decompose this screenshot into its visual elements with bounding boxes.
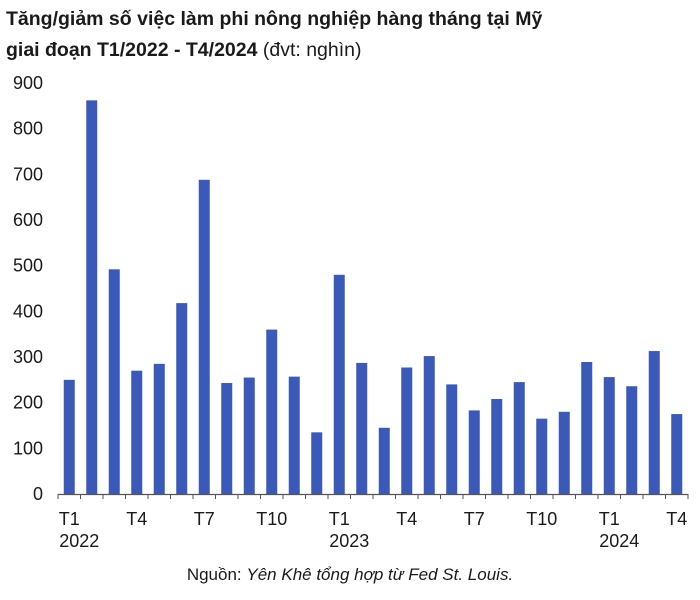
bar (378, 427, 390, 494)
bar (311, 432, 323, 494)
bar (243, 377, 255, 494)
bar (333, 274, 345, 494)
y-tick-label: 200 (13, 393, 43, 413)
source-text: Yên Khê tổng hợp từ Fed St. Louis. (246, 565, 514, 584)
x-tick-label: T1 (599, 509, 620, 529)
bar (63, 379, 75, 494)
bar (603, 377, 615, 494)
bar (423, 356, 435, 494)
bar (626, 386, 638, 494)
bar (131, 370, 143, 494)
bar (288, 376, 300, 494)
bar (513, 382, 525, 494)
x-year-label: 2024 (599, 531, 639, 551)
x-tick-label: T10 (256, 509, 287, 529)
bar (198, 179, 210, 494)
title-line-1: Tăng/giảm số việc làm phi nông nghiệp hà… (6, 8, 543, 30)
x-tick-label: T1 (59, 509, 80, 529)
chart-title: Tăng/giảm số việc làm phi nông nghiệp hà… (6, 4, 696, 66)
y-tick-label: 400 (13, 301, 43, 321)
x-tick-label: T1 (329, 509, 350, 529)
bar (153, 363, 165, 494)
y-tick-label: 700 (13, 164, 43, 184)
bar (401, 367, 413, 494)
x-tick-label: T7 (464, 509, 485, 529)
y-tick-label: 100 (13, 438, 43, 458)
bar (446, 384, 458, 494)
source-note: Nguồn: Yên Khê tổng hợp từ Fed St. Louis… (0, 565, 700, 585)
bar (356, 362, 368, 494)
bar (468, 410, 480, 494)
bar (558, 411, 570, 494)
x-tick-label: T4 (666, 509, 687, 529)
bar (648, 351, 660, 494)
bar (671, 414, 683, 494)
x-year-label: 2022 (59, 531, 99, 551)
bar (266, 329, 278, 494)
x-year-label: 2023 (329, 531, 369, 551)
y-tick-label: 600 (13, 210, 43, 230)
bar (176, 303, 188, 494)
y-tick-label: 900 (13, 73, 43, 93)
bar (221, 383, 233, 494)
title-unit: (đvt: nghìn) (262, 39, 362, 61)
bar (581, 362, 593, 494)
title-line-2: giai đoạn T1/2022 - T4/2024 (6, 39, 258, 61)
bar (491, 399, 503, 494)
bar (108, 269, 120, 494)
y-tick-label: 300 (13, 347, 43, 367)
bar (536, 418, 548, 494)
bar (86, 100, 98, 494)
x-tick-label: T7 (194, 509, 215, 529)
x-tick-label: T4 (396, 509, 417, 529)
x-tick-label: T10 (526, 509, 557, 529)
source-prefix: Nguồn: (186, 565, 242, 584)
x-tick-label: T4 (126, 509, 147, 529)
y-tick-label: 500 (13, 256, 43, 276)
y-tick-label: 800 (13, 119, 43, 139)
y-tick-label: 0 (33, 484, 43, 504)
